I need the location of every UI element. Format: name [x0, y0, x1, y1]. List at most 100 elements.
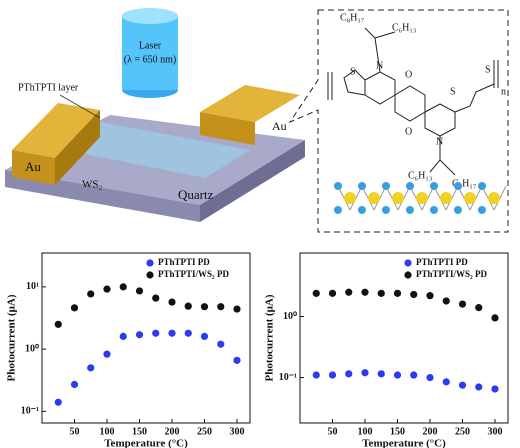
- data-point: [200, 303, 209, 311]
- side-chain: C₆H₁₃: [408, 170, 432, 181]
- data-point: [475, 304, 483, 312]
- atom-s: [454, 206, 462, 214]
- x-tick-label: 300: [230, 426, 245, 437]
- data-point: [377, 370, 385, 378]
- atom-s: [478, 206, 486, 214]
- data-point: [152, 329, 160, 337]
- atom-s: [478, 182, 486, 190]
- electrode-label: Au: [272, 119, 287, 133]
- x-tick-label: 50: [70, 426, 80, 437]
- data-point: [328, 371, 337, 379]
- x-tick-label: 250: [455, 426, 470, 437]
- atom-s: [406, 206, 414, 214]
- y-tick-label: 10¹: [26, 281, 39, 292]
- atom-w: [368, 192, 380, 204]
- data-point: [426, 373, 434, 382]
- wavelength-label: (λ = 650 nm): [124, 54, 176, 65]
- atom: O: [405, 69, 412, 80]
- x-tick-label: 100: [358, 426, 373, 437]
- data-point: [458, 300, 467, 308]
- data-point: [54, 320, 62, 328]
- data-point: [70, 304, 79, 312]
- atom-s: [430, 182, 438, 190]
- atom-s: [358, 206, 366, 214]
- data-point: [184, 329, 192, 337]
- side-chain: C₆H₁₃: [392, 22, 416, 33]
- laser-beam-top: [122, 8, 178, 24]
- data-point: [200, 332, 209, 341]
- atom: S: [450, 86, 456, 97]
- data-point: [135, 287, 144, 295]
- atom-s: [334, 182, 342, 190]
- ws2-label: WS₂: [82, 179, 103, 191]
- data-point: [393, 289, 402, 297]
- data-point: [70, 380, 79, 389]
- data-point: [442, 297, 450, 305]
- ws2-layer: [55, 122, 250, 178]
- data-point: [168, 298, 176, 306]
- side-chain: C₈H₁₇: [340, 12, 364, 23]
- data-point: [217, 340, 225, 348]
- x-axis-label: Temperature (°C): [104, 438, 188, 448]
- x-tick-label: 200: [423, 426, 438, 437]
- data-point: [377, 289, 385, 297]
- data-point: [152, 294, 160, 302]
- data-point: [233, 356, 241, 364]
- data-point: [87, 364, 95, 372]
- atom-w: [464, 192, 476, 204]
- data-point: [312, 289, 320, 297]
- data-point: [442, 378, 450, 386]
- atom-w: [440, 192, 452, 204]
- data-point: [361, 288, 369, 296]
- atom: O: [405, 126, 412, 137]
- atom-s: [430, 206, 438, 214]
- device-schematic: Laser (λ = 650 nm) PThTPTI layer Au Au W…: [5, 8, 305, 222]
- electrode-left-top: [12, 103, 100, 158]
- data-point: [410, 290, 418, 299]
- legend-label: PThTPTI/WS₂ PD: [416, 269, 487, 279]
- plot-frame: [41, 252, 251, 424]
- electrode-label: Au: [25, 159, 41, 174]
- x-tick-label: 250: [197, 426, 212, 437]
- data-point: [345, 370, 353, 378]
- atom-s: [406, 182, 414, 190]
- data-point: [393, 371, 402, 379]
- data-point: [103, 350, 111, 358]
- substrate-side: [200, 140, 305, 222]
- charts: 50 100 150 200 250 300 10⁻¹ 10⁰ 10¹ Temperature (…: [6, 252, 509, 448]
- data-point: [233, 305, 241, 313]
- atom: S: [350, 66, 356, 77]
- ws2-lattice: [334, 182, 507, 214]
- y-tick-label: 10⁻¹: [21, 406, 39, 417]
- electrode-left-front: [12, 150, 55, 185]
- legend-label: PThTPTI PD: [416, 257, 468, 267]
- data-point: [312, 371, 320, 379]
- x-tick-label: 300: [488, 426, 503, 437]
- side-chain: C₈H₁₇: [452, 178, 476, 189]
- layer-label: PThTPTI layer: [18, 82, 79, 93]
- legend-label: PThTPTI PD: [158, 257, 210, 267]
- x-tick-label: 200: [165, 426, 180, 437]
- legend-marker: [146, 259, 154, 267]
- atom-s: [382, 206, 390, 214]
- data-point: [135, 331, 144, 339]
- data-point: [345, 288, 353, 296]
- x-axis-label: Temperature (°C): [362, 438, 446, 448]
- plot-frame: [299, 252, 509, 424]
- repeat-label: n: [501, 86, 506, 97]
- atom-w: [488, 192, 500, 204]
- atom-w: [416, 192, 428, 204]
- data-point: [475, 383, 483, 391]
- electrode-right-front: [200, 112, 255, 145]
- atom-s: [358, 182, 366, 190]
- data-point: [458, 381, 467, 389]
- data-point: [103, 285, 111, 293]
- data-point: [491, 314, 499, 322]
- electrode-left-side: [55, 110, 100, 185]
- atom-s: [382, 182, 390, 190]
- x-tick-label: 150: [132, 426, 147, 437]
- atom: N: [376, 60, 383, 71]
- y-tick-label: 10⁻¹: [279, 372, 297, 383]
- laser-beam: [122, 16, 178, 90]
